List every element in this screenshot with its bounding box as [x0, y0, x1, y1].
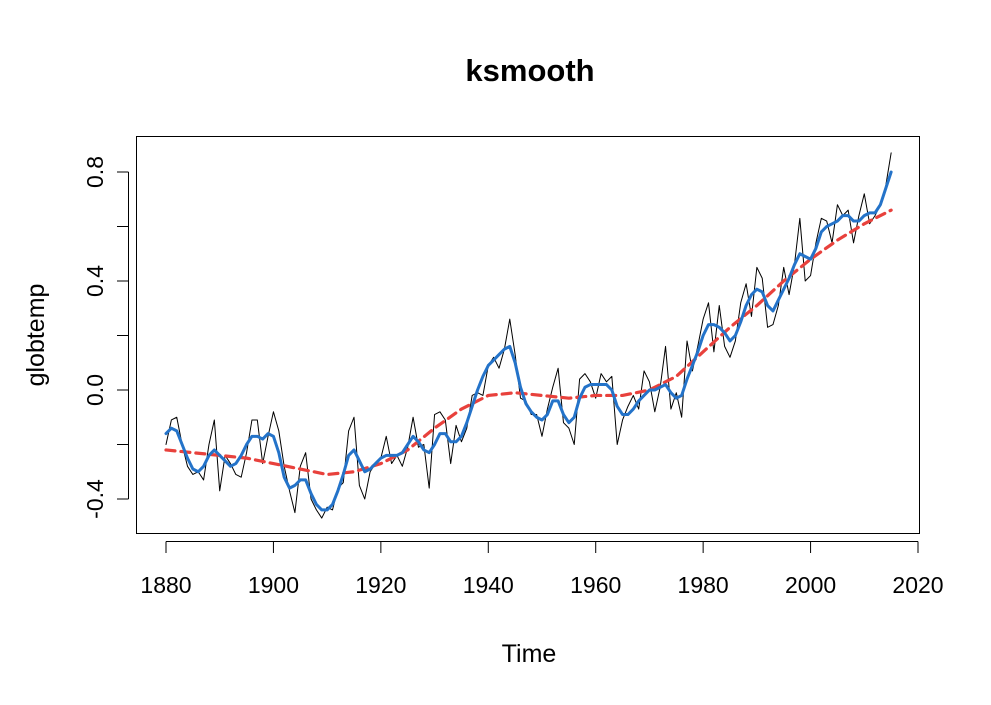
series-layer: [164, 152, 893, 519]
x-tick-label: 2000: [785, 572, 836, 598]
chart-title: ksmooth: [465, 53, 594, 88]
y-tick-label: -0.4: [82, 479, 108, 519]
trend-series-line: [164, 208, 893, 477]
plot-frame: [136, 136, 920, 534]
x-tick-label: 1880: [140, 572, 191, 598]
x-tick-label: 1960: [570, 572, 621, 598]
y-axis: -0.4 0.0 0.4 0.8: [82, 156, 129, 519]
y-tick-label: 0.0: [82, 374, 108, 406]
x-tick-label: 1940: [463, 572, 514, 598]
x-tick-label: 1980: [678, 572, 729, 598]
x-tick-label: 2020: [892, 572, 943, 598]
y-axis-label: globtemp: [22, 284, 50, 387]
x-axis: 1880 1900 1920 1940 1960 1980 2000 2020: [140, 541, 944, 598]
y-tick-label: 0.8: [82, 156, 108, 188]
x-axis-label: Time: [502, 640, 557, 668]
ksmooth-series-line: [164, 170, 893, 512]
x-tick-label: 1920: [355, 572, 406, 598]
x-tick-label: 1900: [248, 572, 299, 598]
y-tick-label: 0.4: [82, 265, 108, 297]
